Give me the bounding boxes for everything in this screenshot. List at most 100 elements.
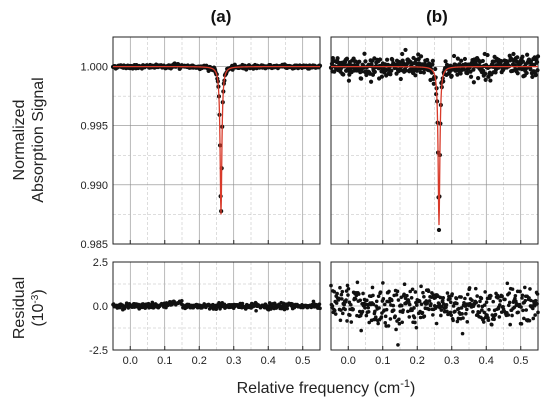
residual-point [535,292,540,296]
residual-point [359,328,363,333]
residual-point [508,322,512,327]
residual-point [451,318,455,323]
residual-point [456,306,461,311]
data-point [534,60,540,65]
residual-point [467,286,472,290]
residual-point [478,299,482,304]
residual-point [355,280,360,285]
residual-point [440,298,445,303]
x-tick-label: 0.1 [375,355,390,367]
x-tick-label: 0.0 [123,355,138,367]
residual-point [346,293,350,297]
residual-point [386,324,391,328]
residual-point [412,306,416,310]
residual-point [453,309,457,314]
residual-point [455,301,459,306]
residual-point [403,296,408,301]
residual-point [360,309,365,314]
data-point [515,55,520,60]
residual-point [465,292,470,297]
data-point [520,54,525,59]
residual-point [499,310,504,314]
data-point [462,56,468,62]
residual-point [519,322,524,326]
data-point [379,74,385,79]
residual-point [345,283,350,288]
residual-point [396,298,401,302]
data-point [397,60,402,65]
residual-point [471,310,475,314]
residual-point [318,306,322,311]
data-point [368,79,374,84]
residual-point [340,311,345,316]
data-point [398,76,403,82]
residual-point [370,285,375,290]
residual-point [334,301,339,305]
data-point [363,59,368,64]
residual-point [337,296,341,301]
residual-point [505,281,510,286]
residual-point [366,309,371,314]
x-tick-label: 0.0 [341,355,356,367]
x-tick-label: 0.4 [479,355,494,367]
data-point [388,72,393,77]
residual-point [407,315,412,319]
residual-point [374,299,379,304]
residual-point [484,300,489,304]
residual-point [465,307,469,312]
residual-point [387,289,391,294]
residual-point [391,308,396,312]
residual-point [496,296,500,300]
residual-point [346,286,351,291]
data-point [362,51,367,56]
residual-point [507,300,512,305]
data-point [528,67,533,72]
residual-point [449,313,454,318]
residual-points-a [111,298,322,313]
data-point [520,59,526,64]
residual-point [415,303,419,307]
residual-point [339,308,343,312]
y-axis-unit-bottom: (10-3) [30,289,48,326]
data-point [455,72,460,77]
residual-point [361,291,365,296]
data-point [468,74,474,79]
y-tick-label-top: 0.985 [80,239,108,251]
residual-point [407,302,412,307]
data-point [461,67,467,72]
x-tick-label: 0.5 [513,355,528,367]
residual-point [520,293,525,298]
residual-point [503,297,507,302]
residual-point [311,299,316,304]
residual-point [396,343,400,347]
residual-point [464,311,468,316]
fit-line-a [113,65,320,215]
panel-title-a: (a) [211,7,232,26]
residual-point [528,287,532,291]
data-point [433,66,438,72]
residual-point [391,303,396,308]
residual-point [340,289,345,294]
data-point [455,56,460,61]
residual-point [461,316,465,320]
residual-point [521,308,525,313]
data-point [401,61,406,66]
data-point [403,68,409,73]
residual-point [513,293,518,298]
residual-point [419,284,423,289]
data-point [449,73,454,79]
residual-point [493,312,498,317]
residual-point [498,303,502,307]
data-point [459,58,464,63]
data-point [335,56,340,61]
residual-point [406,309,410,314]
residual-point [426,289,431,294]
residual-point [479,296,484,301]
data-point [390,57,395,62]
data-point [418,69,423,75]
data-point [471,67,476,72]
y-tick-label-bottom: 0.0 [93,301,108,313]
data-point [515,71,520,76]
residual-point [379,315,384,319]
residual-point [150,300,155,305]
